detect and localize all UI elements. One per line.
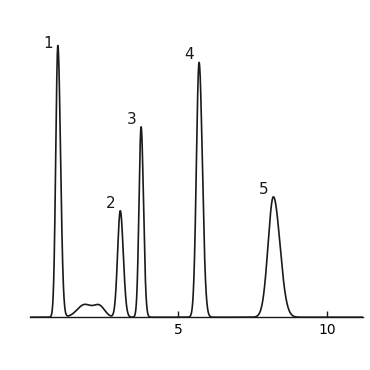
Text: 2: 2 [106, 196, 115, 211]
Text: 1: 1 [43, 36, 53, 51]
Text: 3: 3 [127, 112, 136, 127]
Text: 4: 4 [185, 47, 194, 63]
Text: 5: 5 [259, 182, 268, 197]
